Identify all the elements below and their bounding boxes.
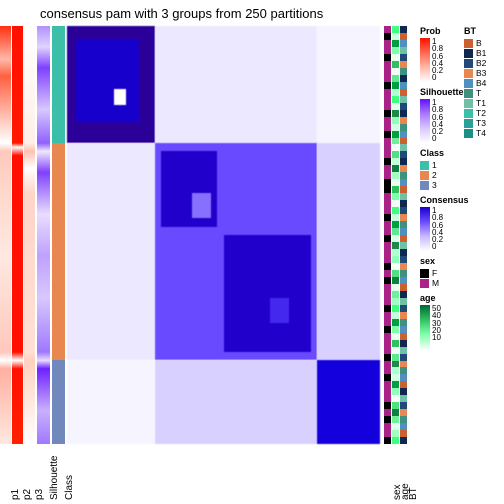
right-annotations xyxy=(384,26,414,444)
legend-consensus: Consensus10.80.60.40.20 xyxy=(420,195,500,251)
xlabel-silhouette: Silhouette xyxy=(49,456,60,500)
right-anno-age xyxy=(392,26,399,444)
right-anno-sex xyxy=(384,26,391,444)
chart-title: consensus pam with 3 groups from 250 par… xyxy=(40,6,323,21)
xlabel-p1: p1 xyxy=(10,489,21,500)
legend-sex: sexFM xyxy=(420,256,500,288)
anno-col-p2 xyxy=(12,26,23,444)
anno-col-class xyxy=(52,26,65,444)
anno-col-p1 xyxy=(0,26,11,444)
consensus-heatmap xyxy=(67,26,380,444)
legends-column-2: BTBB1B2B3B4TT1T2T3T4 xyxy=(464,26,502,143)
xlabel-BT: BT xyxy=(408,487,419,500)
legend-bt: BTBB1B2B3B4TT1T2T3T4 xyxy=(464,26,502,138)
xlabel-p3: p3 xyxy=(34,489,45,500)
anno-col-silhouette xyxy=(37,26,50,444)
legend-age: age5040302010 xyxy=(420,293,500,349)
anno-col-p3 xyxy=(24,26,35,444)
right-anno-BT xyxy=(400,26,407,444)
main-plot-area xyxy=(0,26,380,444)
legend-class: Class123 xyxy=(420,148,500,190)
xlabel-class: Class xyxy=(64,475,75,500)
xlabel-p2: p2 xyxy=(22,489,33,500)
x-axis-labels: p1p2p3SilhouetteClasssexageBT xyxy=(0,446,380,502)
